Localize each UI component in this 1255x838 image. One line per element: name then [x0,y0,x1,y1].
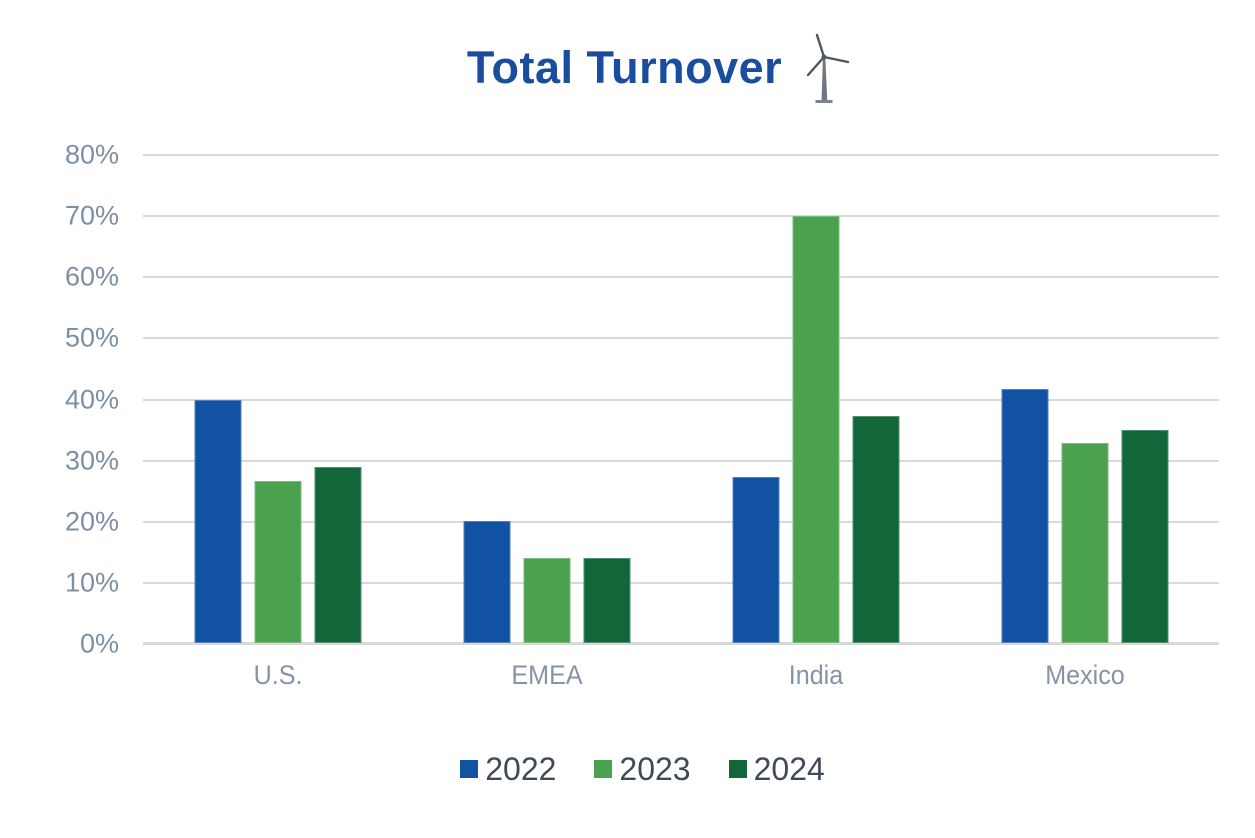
bar-group-india [732,215,899,643]
gridline-20pct [143,520,1219,523]
x-label-emea: EMEA [510,660,583,690]
legend-marker-2024 [728,760,747,778]
y-tick-label-0: 0% [79,628,119,659]
legend-marker-2022 [460,760,479,778]
legend-label-2024: 2024 [753,751,825,787]
legend-item-2024: 2024 [728,751,825,787]
y-tick-label-60: 60% [64,261,119,292]
bar-2022-mexico [1001,389,1048,643]
bar-2024-u-s [314,466,361,643]
bar-2023-u-s [254,481,301,643]
x-label-mexico: Mexico [1044,660,1125,690]
gridline-30pct [143,459,1219,462]
bar-group-emea [463,521,630,643]
gridline-70pct [143,215,1219,218]
bar-2022-emea [463,521,510,643]
bar-2023-mexico [1061,443,1108,643]
legend-item-2022: 2022 [460,753,556,785]
gridline-60pct [143,276,1219,279]
gridline-0pct [143,642,1219,645]
x-label-u-s: U.S. [253,660,302,690]
bar-2023-emea [523,558,570,643]
legend-label-2022: 2022 [485,751,557,787]
y-tick-label-50: 50% [64,322,119,353]
legend: 2022 2023 2024 [30,753,1255,785]
bar-2022-u-s [194,399,241,643]
bar-2024-emea [583,558,630,643]
bar-group-u-s [194,399,361,643]
legend-label-2023: 2023 [619,751,691,787]
gridline-80pct [143,154,1219,156]
bar-group-mexico [1001,389,1168,643]
y-tick-label-70: 70% [64,200,119,231]
gridline-50pct [143,337,1219,340]
y-tick-label-10: 10% [64,567,119,598]
y-tick-label-80: 80% [64,139,119,170]
bar-2024-india [852,416,899,643]
bar-2022-india [732,476,779,643]
y-tick-label-40: 40% [64,384,119,414]
x-label-india: India [788,660,843,690]
chart-header: Total Turnover [0,33,1255,109]
wind-turbine-icon [806,33,850,103]
bar-2024-mexico [1121,429,1168,643]
plot-area: 0% 10% 20% 30% 40% 50% 60% 70% 80% U.S. EMEA India… [65,140,1219,690]
y-tick-label-30: 30% [64,445,119,476]
legend-marker-2023 [594,760,613,778]
legend-item-2023: 2023 [594,751,691,787]
gridline-40pct [143,398,1219,401]
gridline-10pct [143,581,1219,584]
bar-2023-india [792,215,839,643]
y-tick-label-20: 20% [64,506,119,537]
chart-title: Total Turnover [466,42,783,93]
